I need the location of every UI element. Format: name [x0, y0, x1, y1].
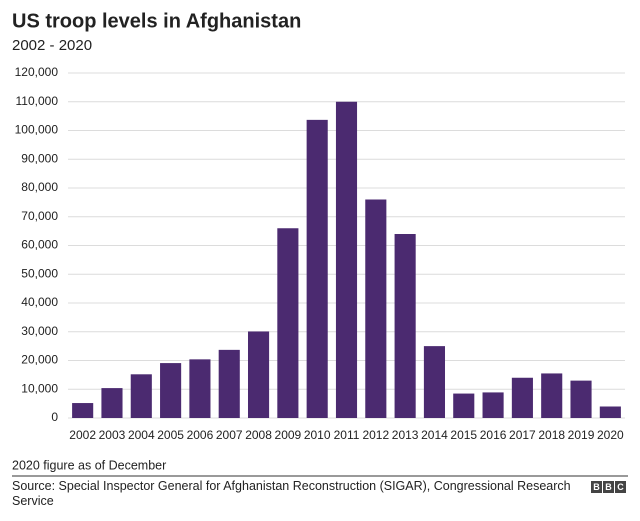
y-tick-label: 100,000 [15, 123, 59, 137]
y-tick-label: 60,000 [21, 238, 58, 252]
logo-box [591, 481, 602, 493]
y-tick-label: 80,000 [21, 180, 58, 194]
bar [277, 228, 299, 418]
x-tick-label: 2015 [450, 428, 477, 442]
logo-letter: B [593, 482, 600, 492]
bar [394, 234, 416, 418]
bar [365, 199, 387, 418]
x-tick-label: 2013 [392, 428, 419, 442]
x-tick-label: 2006 [187, 428, 214, 442]
bar [189, 359, 211, 418]
bar [247, 331, 270, 418]
x-tick-label: 2009 [275, 428, 302, 442]
bar [453, 393, 475, 418]
x-tick-label: 2018 [538, 428, 565, 442]
bar [511, 377, 533, 418]
x-tick-label: 2016 [480, 428, 507, 442]
y-tick-label: 50,000 [21, 266, 58, 280]
y-tick-label: 0 [51, 410, 58, 424]
y-tick-label: 90,000 [21, 151, 58, 165]
bar [570, 380, 592, 418]
bar [423, 346, 446, 418]
logo-box [615, 481, 626, 493]
x-tick-label: 2004 [128, 428, 155, 442]
logo-letter: C [617, 482, 624, 492]
chart-title: US troop levels in Afghanistan [12, 10, 301, 32]
bar [306, 119, 328, 419]
y-tick-label: 120,000 [15, 65, 59, 79]
x-tick-label: 2014 [421, 428, 448, 442]
x-tick-label: 2011 [334, 428, 360, 442]
bar [160, 363, 182, 418]
bar [130, 374, 152, 418]
bar [72, 403, 94, 418]
logo-box [603, 481, 614, 493]
bar [218, 349, 240, 418]
logo-letter: B [605, 482, 612, 492]
bar [101, 388, 123, 418]
x-tick-label: 2012 [362, 428, 389, 442]
bar [335, 101, 358, 418]
x-tick-label: 2007 [216, 428, 243, 442]
bar [599, 406, 621, 418]
chart-subtitle: 2002 - 2020 [12, 37, 92, 54]
y-tick-label: 30,000 [21, 324, 58, 338]
y-tick-label: 40,000 [21, 295, 58, 309]
source: Source: Special Inspector General for Af… [12, 479, 571, 508]
bar [541, 373, 563, 418]
x-tick-label: 2008 [245, 428, 272, 442]
x-tick-label: 2010 [304, 428, 331, 442]
bar [482, 392, 504, 418]
y-tick-label: 10,000 [21, 381, 58, 395]
x-tick-label: 2017 [509, 428, 536, 442]
x-tick-label: 2020 [597, 428, 624, 442]
note: 2020 figure as of December [12, 458, 166, 472]
y-tick-label: 20,000 [21, 353, 58, 367]
x-tick-label: 2002 [69, 428, 96, 442]
x-tick-label: 2019 [568, 428, 595, 442]
y-tick-label: 70,000 [21, 209, 58, 223]
y-tick-label: 110,000 [16, 94, 59, 108]
x-tick-label: 2005 [157, 428, 184, 442]
x-tick-label: 2003 [99, 428, 126, 442]
